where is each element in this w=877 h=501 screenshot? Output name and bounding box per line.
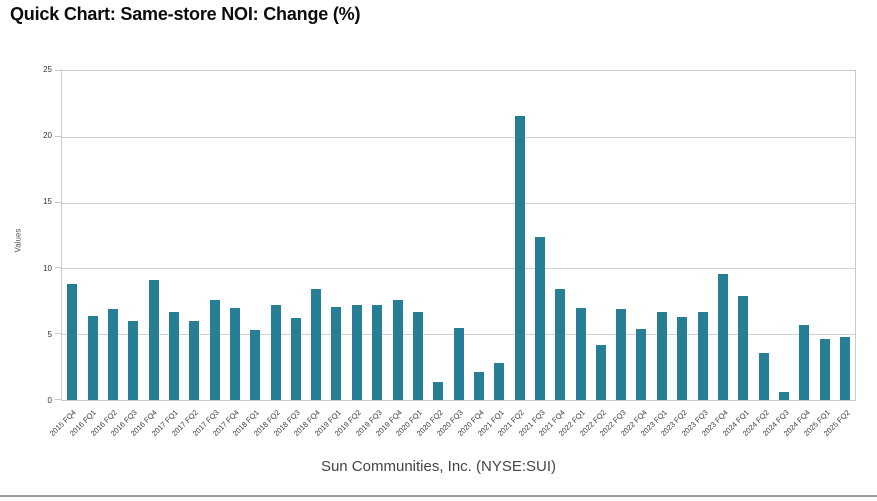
bar-2016-fq2[interactable] [107,309,118,400]
bar-2018-fq2[interactable] [270,305,281,400]
bar-2018-fq4[interactable] [311,289,322,400]
x-tick-labels: 2015 FQ4 2016 FQ1 2016 FQ2 2016 FQ3 2016 FQ4… [47,408,853,438]
bar-2017-fq2[interactable] [189,321,200,400]
bar-2020-fq3[interactable] [453,327,464,400]
bar-2025-fq1[interactable] [819,339,830,400]
y-tick-mark [55,201,61,203]
bar-2020-fq2[interactable] [433,381,444,400]
bar-2020-fq1[interactable] [412,311,423,400]
bar-2016-fq3[interactable] [128,321,139,400]
bar-2015-fq4[interactable] [67,284,78,400]
bar-2017-fq1[interactable] [168,311,179,400]
y-tick-label: 15 [43,197,52,207]
gridline [62,136,855,138]
bar-2021-fq4[interactable] [555,289,566,400]
bar-2024-fq1[interactable] [738,296,749,400]
gridline [62,202,855,204]
gridline [62,268,855,270]
bar-2016-fq4[interactable] [148,280,159,400]
bar-2023-fq2[interactable] [677,317,688,400]
bar-2017-fq3[interactable] [209,299,220,400]
bar-2021-fq1[interactable] [494,363,505,400]
y-tick-mark [55,333,61,335]
bar-2023-fq4[interactable] [717,273,728,400]
bar-2022-fq4[interactable] [636,328,647,400]
bar-2021-fq2[interactable] [514,115,525,400]
bar-2024-fq2[interactable] [758,352,769,400]
y-tick-labels: 0 5 10 15 20 25 [24,65,52,405]
bar-2023-fq1[interactable] [656,311,667,400]
bar-2020-fq4[interactable] [473,372,484,400]
bar-2019-fq1[interactable] [331,306,342,400]
bar-2016-fq1[interactable] [87,315,98,400]
bar-2023-fq3[interactable] [697,311,708,400]
y-tick-label: 10 [43,263,52,273]
chart-title: Quick Chart: Same-store NOI: Change (%) [10,4,361,24]
bar-2017-fq4[interactable] [229,307,240,400]
plot-area [61,70,856,401]
y-axis-label: Values [13,228,23,253]
y-tick-label: 0 [47,396,52,405]
y-tick-mark [55,399,61,400]
y-tick-label: 20 [43,131,52,141]
y-tick-label: 25 [43,65,52,74]
bar-2019-fq3[interactable] [372,305,383,400]
bar-2022-fq3[interactable] [616,309,627,400]
y-tick-mark [55,267,61,269]
bar-2025-fq2[interactable] [839,336,850,400]
bar-2021-fq3[interactable] [534,236,545,400]
chart-subtitle: Sun Communities, Inc. (NYSE:SUI) [320,458,557,475]
bar-2022-fq1[interactable] [575,307,586,400]
bottom-divider [0,495,877,497]
bar-2024-fq3[interactable] [778,392,789,400]
bar-2024-fq4[interactable] [799,325,810,400]
y-tick-label: 5 [47,329,52,339]
bar-2019-fq4[interactable] [392,299,403,400]
y-tick-mark [55,70,61,71]
bar-2018-fq1[interactable] [250,330,261,400]
bar-2022-fq2[interactable] [595,344,606,400]
bar-2019-fq2[interactable] [351,305,362,400]
y-tick-mark [55,135,61,137]
bar-2018-fq3[interactable] [290,318,301,400]
